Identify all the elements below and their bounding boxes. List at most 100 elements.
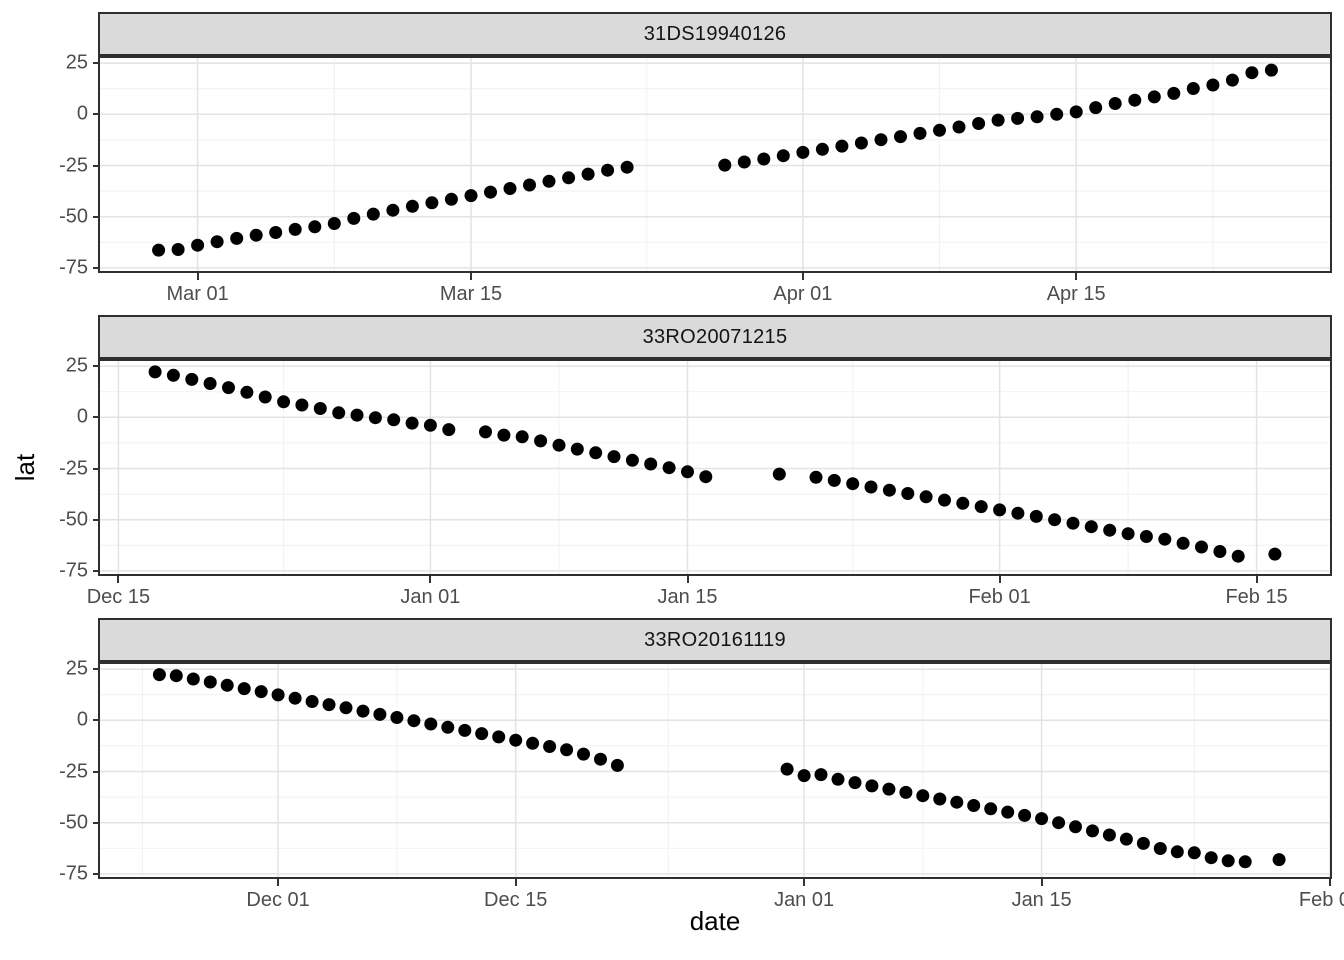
y-tick-label: 0 bbox=[76, 102, 88, 125]
data-point bbox=[589, 446, 603, 460]
data-point bbox=[916, 789, 930, 803]
data-point bbox=[497, 428, 511, 442]
x-tick-mark bbox=[803, 879, 806, 886]
x-tick-mark bbox=[196, 273, 199, 280]
x-tick-mark bbox=[117, 576, 120, 583]
data-point bbox=[1084, 520, 1098, 534]
data-point bbox=[484, 185, 497, 199]
x-tick-label: Feb 01 bbox=[968, 586, 1031, 608]
data-point bbox=[865, 779, 879, 793]
data-point bbox=[254, 685, 268, 699]
facet-strip-label: 31DS19940126 bbox=[643, 22, 787, 45]
y-tick-label: -25 bbox=[59, 154, 88, 176]
y-tick-mark bbox=[93, 266, 100, 269]
y-tick-label: -25 bbox=[59, 457, 88, 479]
x-tick-mark bbox=[1040, 879, 1043, 886]
data-point bbox=[984, 802, 998, 816]
data-point bbox=[458, 723, 472, 737]
data-point bbox=[424, 717, 438, 731]
data-point bbox=[718, 158, 732, 172]
x-tick-mark bbox=[1255, 576, 1258, 583]
x-tick-label: Apr 15 bbox=[1046, 283, 1106, 305]
data-point bbox=[295, 398, 309, 412]
data-point bbox=[1011, 506, 1025, 520]
data-point bbox=[952, 120, 966, 134]
data-point bbox=[882, 483, 896, 497]
data-point bbox=[526, 736, 540, 750]
data-point bbox=[425, 196, 439, 210]
data-point bbox=[271, 688, 285, 702]
y-tick-label: -50 bbox=[59, 811, 88, 834]
x-tick-label: Dec 15 bbox=[484, 889, 548, 911]
data-point bbox=[662, 461, 676, 475]
data-point bbox=[464, 189, 478, 203]
data-point bbox=[339, 701, 353, 715]
data-point bbox=[894, 130, 907, 144]
data-point bbox=[577, 747, 590, 761]
data-point bbox=[1264, 63, 1278, 77]
data-point bbox=[991, 113, 1005, 127]
data-point bbox=[1048, 513, 1062, 527]
data-point bbox=[1206, 78, 1220, 92]
data-point bbox=[442, 423, 456, 437]
data-point bbox=[815, 142, 829, 156]
data-point bbox=[1170, 845, 1184, 859]
y-tick-mark bbox=[93, 569, 100, 572]
data-point bbox=[681, 465, 694, 479]
data-point bbox=[1153, 842, 1167, 855]
data-point bbox=[901, 487, 915, 500]
data-point bbox=[492, 730, 506, 744]
data-point bbox=[1268, 547, 1282, 561]
data-point bbox=[1030, 110, 1044, 124]
y-tick-mark bbox=[93, 215, 100, 218]
data-point bbox=[373, 707, 387, 721]
data-point bbox=[390, 711, 404, 724]
data-point bbox=[1167, 86, 1181, 100]
data-point bbox=[874, 133, 888, 147]
data-point bbox=[972, 117, 986, 130]
data-point bbox=[186, 672, 200, 686]
x-tick-mark bbox=[514, 879, 517, 886]
data-point bbox=[1128, 93, 1142, 107]
data-point bbox=[581, 167, 595, 181]
plot-panel bbox=[98, 359, 1332, 576]
y-axis-title: lat bbox=[10, 453, 41, 482]
data-point bbox=[757, 152, 771, 166]
data-point bbox=[1158, 532, 1172, 546]
data-point bbox=[305, 695, 319, 708]
data-point bbox=[240, 385, 254, 399]
plot-panel bbox=[98, 56, 1332, 273]
data-point bbox=[956, 496, 970, 510]
data-point bbox=[203, 377, 217, 390]
data-point bbox=[1069, 105, 1083, 119]
data-point bbox=[737, 155, 751, 169]
data-point bbox=[644, 457, 658, 471]
data-point bbox=[610, 758, 624, 772]
data-point bbox=[171, 243, 185, 256]
data-point bbox=[386, 203, 400, 217]
data-point bbox=[1245, 66, 1259, 80]
data-point bbox=[1238, 855, 1252, 869]
data-point bbox=[835, 139, 849, 153]
data-point bbox=[308, 220, 322, 234]
data-point bbox=[152, 668, 166, 682]
data-point bbox=[534, 434, 548, 448]
data-point bbox=[230, 231, 244, 245]
data-point bbox=[625, 453, 639, 467]
data-point bbox=[475, 727, 489, 741]
x-tick-label: Mar 01 bbox=[166, 283, 229, 305]
y-axis-title-box: lat bbox=[0, 361, 52, 574]
data-point bbox=[347, 211, 361, 225]
data-point bbox=[882, 782, 896, 796]
data-point bbox=[368, 411, 382, 425]
data-point bbox=[1089, 101, 1103, 115]
data-point bbox=[919, 490, 933, 504]
data-point bbox=[444, 192, 458, 206]
y-tick-label: -75 bbox=[59, 256, 88, 279]
data-point bbox=[1186, 82, 1200, 95]
data-point bbox=[933, 123, 946, 137]
data-point bbox=[938, 493, 951, 507]
x-tick-label: Dec 15 bbox=[86, 586, 151, 608]
y-tick-label: 25 bbox=[65, 51, 88, 74]
y-tick-label: -75 bbox=[59, 559, 88, 582]
